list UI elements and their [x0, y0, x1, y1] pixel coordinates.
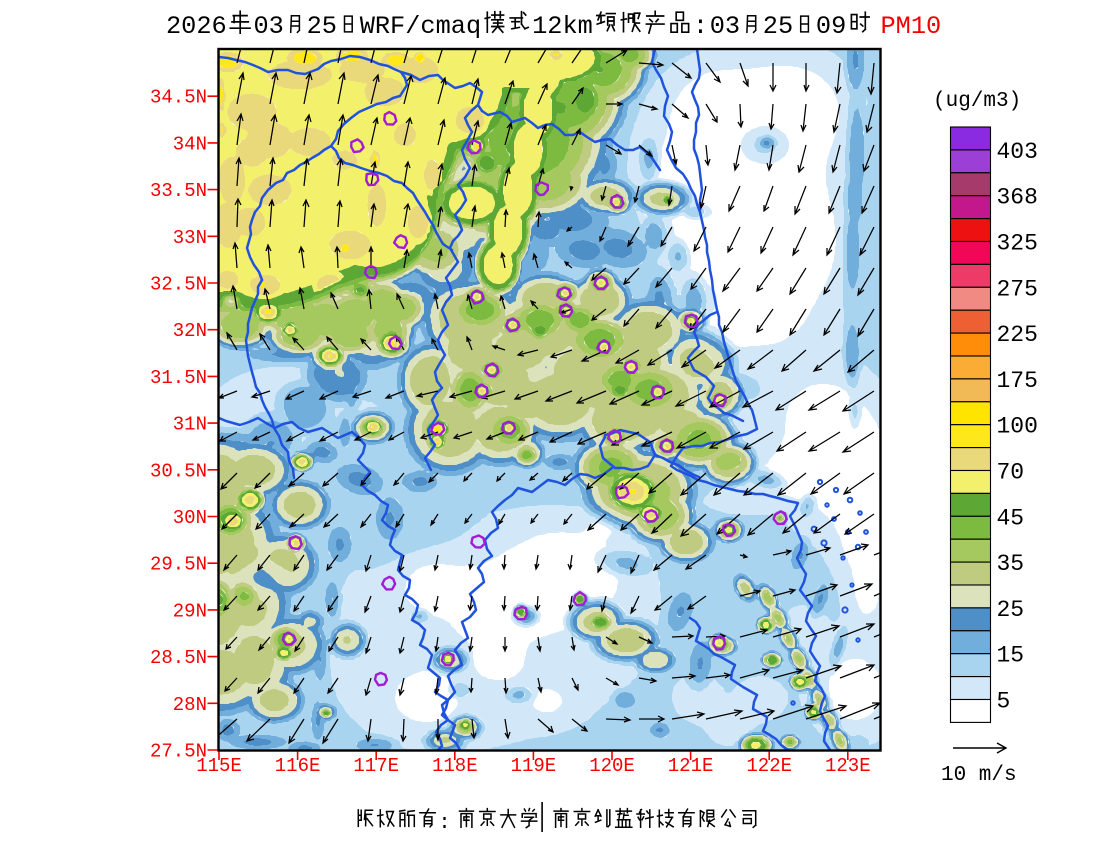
- svg-text:29N: 29N: [173, 600, 207, 622]
- svg-text:10 m/s: 10 m/s: [941, 764, 1017, 787]
- svg-text:325: 325: [997, 231, 1038, 257]
- svg-text:175: 175: [997, 368, 1038, 394]
- svg-text:225: 225: [997, 322, 1038, 348]
- svg-text:12km: 12km: [532, 12, 593, 41]
- svg-text:123E: 123E: [825, 755, 871, 777]
- svg-text:(ug/m3): (ug/m3): [933, 90, 1021, 113]
- svg-text:122E: 122E: [746, 755, 792, 777]
- svg-text:32N: 32N: [173, 320, 207, 342]
- svg-text:275: 275: [997, 276, 1038, 302]
- svg-text:33N: 33N: [173, 227, 207, 249]
- svg-text:5: 5: [997, 689, 1011, 715]
- svg-text:116E: 116E: [275, 755, 321, 777]
- svg-text:120E: 120E: [589, 755, 635, 777]
- svg-text:70: 70: [997, 460, 1025, 486]
- svg-text:09: 09: [816, 12, 846, 41]
- svg-text:30.5N: 30.5N: [150, 460, 207, 482]
- svg-text:03: 03: [254, 12, 284, 41]
- svg-text::: :: [439, 812, 451, 835]
- svg-text:118E: 118E: [432, 755, 478, 777]
- svg-text::: :: [693, 12, 708, 41]
- svg-text:34N: 34N: [173, 133, 207, 155]
- svg-text:2026: 2026: [166, 12, 227, 41]
- svg-text:100: 100: [997, 414, 1038, 440]
- svg-text:31.5N: 31.5N: [150, 367, 207, 389]
- svg-text:28N: 28N: [173, 694, 207, 716]
- svg-text:117E: 117E: [353, 755, 399, 777]
- svg-text:121E: 121E: [668, 755, 714, 777]
- svg-text:45: 45: [997, 505, 1025, 531]
- svg-text:34.5N: 34.5N: [150, 87, 207, 109]
- svg-text:35: 35: [997, 551, 1025, 577]
- svg-text:03: 03: [710, 12, 740, 41]
- svg-text:25: 25: [307, 12, 337, 41]
- svg-text:29.5N: 29.5N: [150, 554, 207, 576]
- svg-text:30N: 30N: [173, 507, 207, 529]
- svg-text:31N: 31N: [173, 414, 207, 436]
- svg-text:PM10: PM10: [881, 12, 942, 41]
- svg-text:15: 15: [997, 643, 1025, 669]
- svg-text:115E: 115E: [196, 755, 242, 777]
- svg-text:28.5N: 28.5N: [150, 647, 207, 669]
- svg-text:25: 25: [763, 12, 793, 41]
- svg-text:WRF/cmaq: WRF/cmaq: [360, 12, 481, 41]
- svg-text:25: 25: [997, 597, 1025, 623]
- svg-text:119E: 119E: [511, 755, 557, 777]
- svg-text:27.5N: 27.5N: [150, 741, 207, 763]
- svg-text:32.5N: 32.5N: [150, 274, 207, 296]
- svg-text:368: 368: [997, 185, 1038, 211]
- svg-text:403: 403: [997, 139, 1038, 165]
- svg-text:33.5N: 33.5N: [150, 180, 207, 202]
